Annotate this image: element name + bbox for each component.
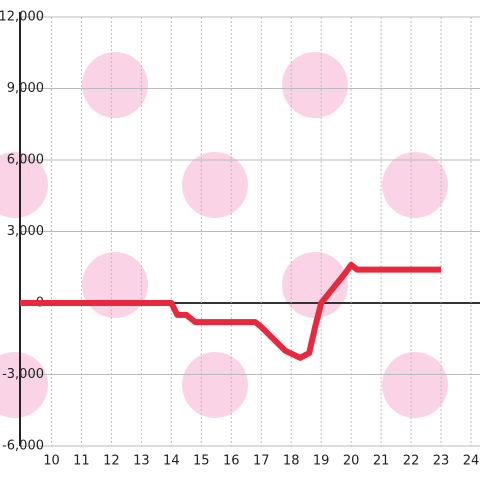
y-tick-label: 12,000	[0, 10, 44, 25]
x-tick-label: 19	[313, 454, 330, 469]
y-tick-label: -3,000	[2, 367, 44, 382]
x-tick-label: 20	[343, 454, 360, 469]
x-tick-label: 22	[403, 454, 420, 469]
x-tick-label: 12	[103, 454, 120, 469]
x-tick-label: 16	[223, 454, 240, 469]
x-tick-label: 10	[43, 454, 60, 469]
x-tick-label: 17	[253, 454, 270, 469]
y-tick-label: 9,000	[7, 81, 44, 96]
y-tick-label: 3,000	[7, 224, 44, 239]
series-line	[20, 261, 442, 361]
y-tick-label: 6,000	[7, 153, 44, 168]
y-tick-label: -6,000	[2, 439, 44, 454]
x-tick-label: 21	[373, 454, 390, 469]
x-tick-label: 14	[163, 454, 180, 469]
x-tick-label: 13	[133, 454, 150, 469]
x-tick-label: 11	[73, 454, 90, 469]
x-tick-label: 24	[463, 454, 480, 469]
x-tick-label: 18	[283, 454, 300, 469]
x-tick-label: 15	[193, 454, 210, 469]
x-tick-label: 23	[433, 454, 450, 469]
watermarks	[0, 52, 448, 418]
